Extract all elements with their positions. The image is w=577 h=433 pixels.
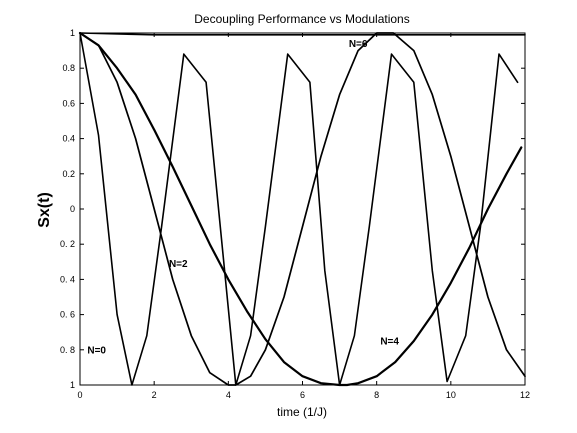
series-line-n2 <box>79 32 526 386</box>
x-axis-label: time (1/J) <box>277 405 327 419</box>
y-tick-label: 0. 4 <box>60 274 75 284</box>
plot-area: 0 2 4 6 8 10 12 1 0.8 0.6 0.4 0.2 0 0. 2 0. 4 0. 6 0. 8 1… <box>60 28 530 400</box>
series-line-n6 <box>79 32 526 36</box>
series-line-n4 <box>78 31 523 387</box>
x-tick-label: 6 <box>300 390 305 400</box>
y-tick-label: 1 <box>70 380 75 390</box>
x-tick-label: 2 <box>152 390 157 400</box>
y-tick-label: 0. 6 <box>60 310 75 320</box>
series-annotation: N=0 <box>87 345 106 356</box>
series-annotation: N=6 <box>349 39 368 50</box>
y-tick-label: 0 <box>70 204 75 214</box>
y-tick-label: 0. 2 <box>60 239 75 249</box>
y-tick-label: 0.4 <box>62 134 75 144</box>
y-tick-label: 0.2 <box>62 169 75 179</box>
y-tick-label: 1 <box>70 28 75 38</box>
chart-title: Decoupling Performance vs Modulations <box>194 12 409 26</box>
y-axis-label: Sx(t) <box>36 192 53 228</box>
x-tick-label: 12 <box>520 390 530 400</box>
x-tick-label: 10 <box>446 390 456 400</box>
x-tick-label: 4 <box>226 390 231 400</box>
x-tick-label: 0 <box>77 390 82 400</box>
series-line-n0 <box>79 32 519 386</box>
x-tick-label: 8 <box>374 390 379 400</box>
y-tick-label: 0.8 <box>62 63 75 73</box>
series-annotation: N=2 <box>169 259 188 270</box>
y-tick-label: 0.6 <box>62 98 75 108</box>
y-tick-label: 0. 8 <box>60 345 75 355</box>
series-annotation: N=4 <box>380 337 399 348</box>
